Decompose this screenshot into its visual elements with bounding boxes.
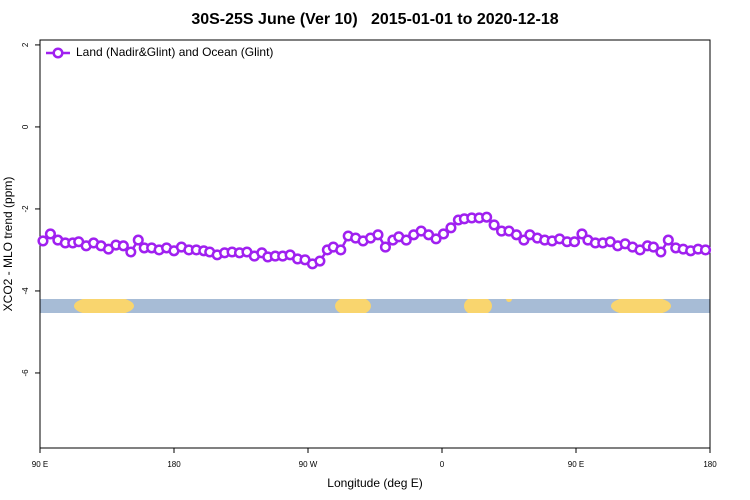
data-point (335, 244, 347, 256)
data-point (314, 255, 326, 267)
x-tick-label: 90 W (299, 460, 318, 469)
ocean-band (40, 299, 710, 313)
data-point (125, 246, 137, 258)
data-point (647, 241, 659, 253)
x-tick-label: 90 E (32, 460, 48, 469)
land-ocean-band (40, 299, 710, 313)
y-axis-label: XCO2 - MLO trend (ppm) (1, 177, 15, 312)
legend-label: Land (Nadir&Glint) and Ocean (Glint) (76, 45, 273, 59)
data-point (117, 240, 129, 252)
data-point (568, 236, 581, 248)
y-tick-label: -6 (21, 369, 30, 377)
data-point (488, 219, 500, 231)
y-tick-label: -2 (21, 205, 30, 213)
y-tick-label: 0 (21, 124, 30, 129)
land-patch (464, 299, 492, 313)
data-point (662, 234, 674, 246)
x-tick-label: 180 (167, 460, 181, 469)
x-tick-label: 0 (440, 460, 445, 469)
x-tick-label: 90 E (568, 460, 584, 469)
data-point (481, 211, 493, 223)
land-patch (611, 299, 671, 313)
y-tick-label: 2 (21, 42, 30, 47)
land-patch (335, 299, 371, 313)
x-axis-label: Longitude (deg E) (327, 476, 422, 490)
data-point (44, 228, 56, 240)
data-point (655, 246, 667, 258)
data-point (510, 229, 522, 241)
data-point (37, 235, 49, 247)
chart-title: 30S-25S June (Ver 10) 2015-01-01 to 2020… (191, 11, 558, 28)
data-point (379, 241, 391, 253)
data-point (372, 229, 384, 241)
y-tick-label: -4 (21, 287, 30, 295)
legend-marker (52, 47, 64, 59)
data-point (437, 228, 450, 240)
x-tick-label: 180 (703, 460, 717, 469)
land-patch (74, 299, 134, 313)
data-point (430, 233, 442, 245)
data-point (699, 244, 712, 256)
data-point (132, 234, 144, 246)
data-point (445, 222, 457, 234)
land-patch (506, 299, 512, 302)
data-point (400, 234, 412, 246)
